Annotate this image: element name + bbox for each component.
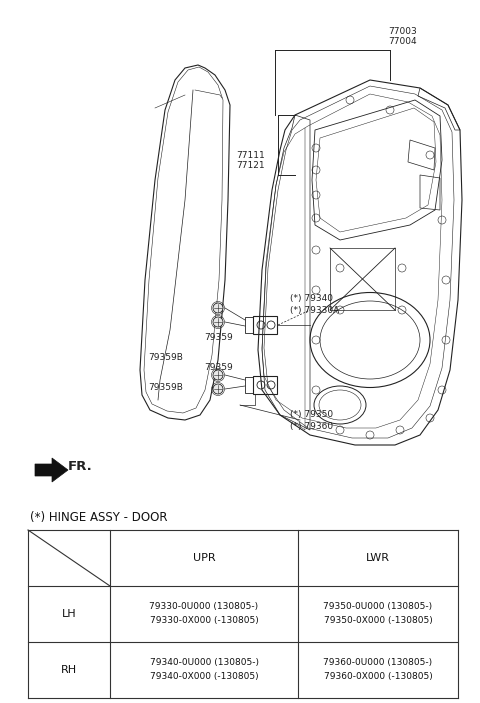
Circle shape xyxy=(213,384,223,394)
Text: LWR: LWR xyxy=(366,553,390,563)
Circle shape xyxy=(213,303,223,313)
Text: 79350-0X000 (-130805): 79350-0X000 (-130805) xyxy=(324,617,432,626)
Circle shape xyxy=(213,370,223,380)
Text: UPR: UPR xyxy=(192,553,216,563)
Text: (*) 79350: (*) 79350 xyxy=(290,411,333,420)
Text: 79359: 79359 xyxy=(204,363,233,373)
Text: 77003: 77003 xyxy=(388,27,417,37)
Text: (*) 79340: (*) 79340 xyxy=(290,293,333,302)
Text: 79359: 79359 xyxy=(204,333,233,342)
Text: LH: LH xyxy=(62,609,76,619)
Text: FR.: FR. xyxy=(68,460,93,474)
Text: 79340-0X000 (-130805): 79340-0X000 (-130805) xyxy=(150,673,258,681)
Text: 79350-0U000 (130805-): 79350-0U000 (130805-) xyxy=(324,602,432,612)
Text: 79330-0U000 (130805-): 79330-0U000 (130805-) xyxy=(149,602,259,612)
Text: 79340-0U000 (130805-): 79340-0U000 (130805-) xyxy=(149,659,259,668)
Text: 79360-0U000 (130805-): 79360-0U000 (130805-) xyxy=(324,659,432,668)
Text: 77111: 77111 xyxy=(236,150,265,160)
Polygon shape xyxy=(35,458,68,482)
Circle shape xyxy=(213,317,223,327)
Text: 79360-0X000 (-130805): 79360-0X000 (-130805) xyxy=(324,673,432,681)
Text: 79359B: 79359B xyxy=(148,354,183,363)
Text: 79359B: 79359B xyxy=(148,384,183,392)
Text: 79330-0X000 (-130805): 79330-0X000 (-130805) xyxy=(150,617,258,626)
Text: RH: RH xyxy=(61,665,77,675)
Text: 77121: 77121 xyxy=(236,162,264,171)
Text: (*) 79360: (*) 79360 xyxy=(290,423,333,432)
Text: 77004: 77004 xyxy=(388,37,417,46)
Text: (*) HINGE ASSY - DOOR: (*) HINGE ASSY - DOOR xyxy=(30,510,168,524)
Text: (*) 79330A: (*) 79330A xyxy=(290,306,339,314)
